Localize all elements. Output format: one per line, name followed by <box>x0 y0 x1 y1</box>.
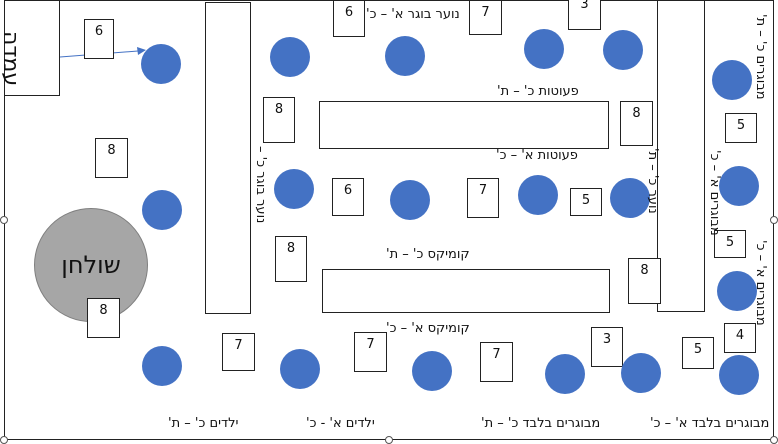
number-box: 6 <box>332 178 364 216</box>
number-box: 5 <box>682 337 714 369</box>
display-dot <box>270 37 310 77</box>
label-peutot-ak: פעוטות א' – כ' <box>496 148 578 163</box>
display-dot <box>610 178 650 218</box>
label-mevugarim-bilvad-ak: מבוגרים בלבד א' – כ' <box>650 416 770 431</box>
resize-handle-bottom-right[interactable] <box>770 436 778 444</box>
display-dot <box>385 36 425 76</box>
shelf-right-vertical <box>657 0 705 312</box>
stage-box: עמדה <box>0 0 60 96</box>
number-box: 5 <box>570 188 602 216</box>
label-shelf-right-vertical: נוער כ' – ת' <box>645 148 660 214</box>
display-dot <box>719 166 759 206</box>
label-shelf-left-vertical: נוער בוגר כ' – <box>253 146 268 224</box>
display-dot <box>142 190 182 230</box>
number-box: 8 <box>628 258 661 304</box>
number-box: 7 <box>469 0 502 35</box>
label-peutot-kt: פעוטות כ' – ת' <box>497 84 579 99</box>
display-dot <box>142 346 182 386</box>
shelf-komiks <box>322 269 610 313</box>
display-dot <box>274 169 314 209</box>
number-box: 8 <box>263 97 295 143</box>
display-dot <box>280 349 320 389</box>
number-box: 5 <box>725 113 757 143</box>
label-right-top-vertical: מבוגרים כ' – ת' <box>753 14 768 100</box>
label-yeladim-kt: ילדים כ' – ת' <box>168 416 239 431</box>
number-box: 4 <box>724 323 756 353</box>
label-mevugarim-bilvad-kt: מבוגרים בלבד כ' – ת' <box>481 416 601 431</box>
label-noar-boger: נוער בוגר א' – כ' <box>366 7 460 22</box>
shelf-left-vertical <box>205 2 251 314</box>
label-right-bottom-vertical: מבוגרים א' – כ' <box>753 240 768 326</box>
resize-handle-bottom-left[interactable] <box>0 436 8 444</box>
number-box: 3 <box>591 327 623 367</box>
number-box: 3 <box>568 0 601 30</box>
number-box: 8 <box>275 236 307 282</box>
number-box: 8 <box>620 101 653 146</box>
label-komiks-kt: קומיקס כ' – ת' <box>386 247 470 262</box>
number-box: 7 <box>467 178 499 218</box>
resize-handle-bottom[interactable] <box>385 436 393 444</box>
display-dot <box>141 44 181 84</box>
display-dot <box>412 351 452 391</box>
label-right-mid-vertical: מבוגרים א' – כ' <box>707 150 722 236</box>
display-dot <box>717 271 757 311</box>
number-box: 7 <box>480 342 513 382</box>
number-box: 6 <box>84 19 114 59</box>
display-dot <box>719 355 759 395</box>
number-box: 8 <box>87 298 120 338</box>
number-box: 6 <box>333 0 365 37</box>
display-dot <box>712 60 752 100</box>
label-yeladim-ak: ילדים א' - כ' <box>306 416 375 431</box>
display-dot <box>518 175 558 215</box>
number-box: 8 <box>95 138 128 178</box>
number-box: 7 <box>354 332 387 372</box>
display-dot <box>603 30 643 70</box>
resize-handle-right[interactable] <box>770 216 778 224</box>
number-box: 5 <box>714 230 746 258</box>
display-dot <box>390 180 430 220</box>
display-dot <box>524 29 564 69</box>
shelf-peutot <box>319 101 609 149</box>
label-komiks-ak: קומיקס א' – כ' <box>386 321 470 336</box>
display-dot <box>545 354 585 394</box>
stage-label: עמדה <box>0 31 23 87</box>
display-dot <box>621 353 661 393</box>
number-box: 7 <box>222 333 255 371</box>
resize-handle-left[interactable] <box>0 216 8 224</box>
